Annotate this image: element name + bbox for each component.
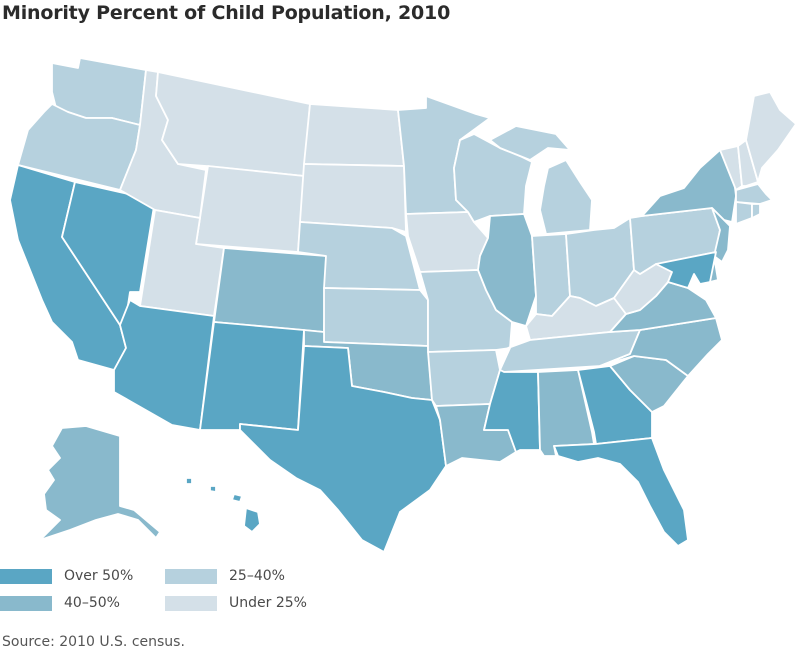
- legend: Over 50% 40–50% 25–40% Under 25%: [0, 568, 420, 628]
- state-KS[interactable]: [323, 287, 429, 347]
- state-AZ[interactable]: [113, 299, 215, 431]
- state-CT[interactable]: [735, 201, 753, 225]
- state-HI-OAHU[interactable]: [209, 485, 217, 493]
- legend-swatch: [0, 595, 52, 611]
- state-WY[interactable]: [195, 165, 305, 253]
- state-IL[interactable]: [477, 213, 537, 327]
- legend-swatch: [165, 595, 217, 611]
- state-ME[interactable]: [745, 91, 797, 183]
- state-MD[interactable]: [655, 251, 717, 289]
- state-NH[interactable]: [737, 139, 759, 187]
- state-CO[interactable]: [213, 247, 327, 333]
- source-note: Source: 2010 U.S. census.: [2, 634, 185, 650]
- state-HI-KAUAI[interactable]: [185, 477, 193, 485]
- state-TX[interactable]: [239, 345, 447, 553]
- legend-label: Under 25%: [229, 595, 307, 611]
- legend-label: 25–40%: [229, 568, 285, 584]
- state-MI[interactable]: [489, 125, 571, 161]
- legend-item-25-40: 25–40%: [165, 568, 285, 584]
- state-AR[interactable]: [427, 349, 501, 407]
- state-NC[interactable]: [599, 317, 723, 377]
- state-NM[interactable]: [199, 321, 305, 431]
- legend-item-40-50: 40–50%: [0, 595, 120, 611]
- legend-label: 40–50%: [64, 595, 120, 611]
- state-FL[interactable]: [553, 437, 689, 547]
- legend-swatch: [165, 568, 217, 584]
- state-MI-LOWER[interactable]: [539, 159, 593, 235]
- legend-item-over-50: Over 50%: [0, 568, 133, 584]
- legend-swatch: [0, 568, 52, 584]
- us-choropleth-map: [9, 57, 797, 553]
- state-MT[interactable]: [155, 71, 311, 177]
- state-NJ[interactable]: [711, 207, 731, 263]
- state-SD[interactable]: [299, 163, 407, 233]
- state-AK[interactable]: [39, 425, 161, 541]
- state-ND[interactable]: [303, 103, 405, 167]
- map-title: Minority Percent of Child Population, 20…: [2, 2, 451, 24]
- state-HI-MAUI[interactable]: [231, 493, 243, 503]
- legend-item-under-25: Under 25%: [165, 595, 307, 611]
- state-NY[interactable]: [641, 145, 737, 223]
- state-RI[interactable]: [751, 203, 761, 219]
- state-HI[interactable]: [243, 507, 261, 533]
- legend-label: Over 50%: [64, 568, 134, 584]
